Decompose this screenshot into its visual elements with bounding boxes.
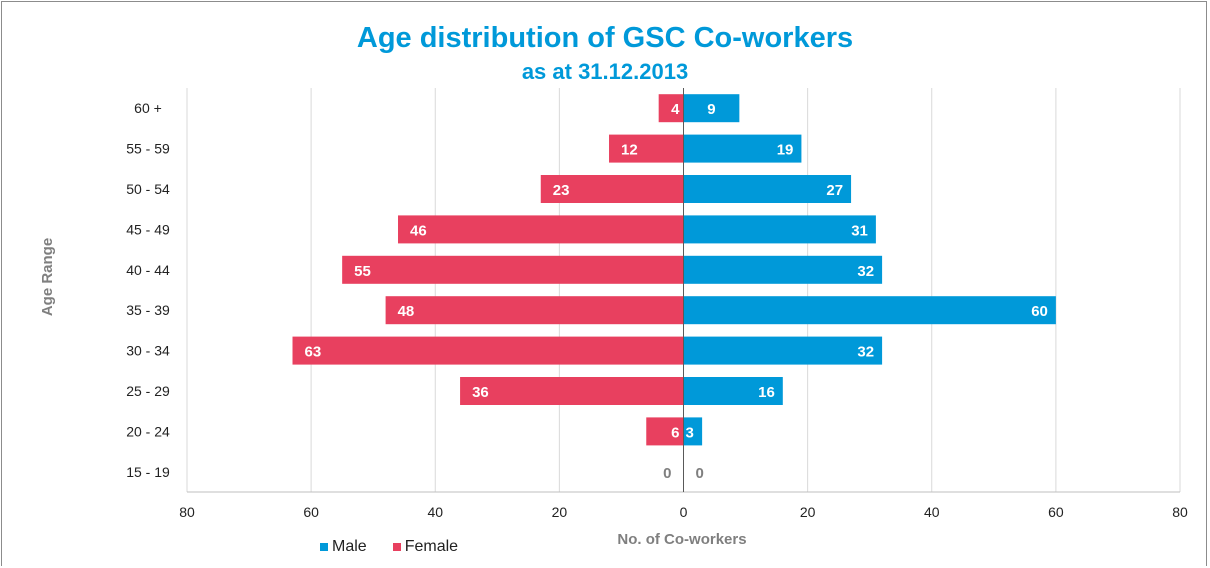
legend-label-male: Male — [332, 538, 367, 555]
x-tick-label: 80 — [179, 504, 195, 520]
x-tick-label: 0 — [680, 504, 688, 520]
bar-male — [683, 215, 876, 244]
y-tick-label: 20 - 24 — [126, 423, 170, 439]
y-tick-label: 15 - 19 — [126, 464, 170, 480]
data-label-female: 36 — [472, 384, 489, 401]
bar-male — [683, 417, 703, 446]
x-tick-label: 20 — [552, 504, 568, 520]
data-label-female: 6 — [671, 424, 679, 441]
x-tick-label: 60 — [303, 504, 319, 520]
data-label-female: 46 — [410, 222, 427, 239]
data-label-male: 9 — [707, 101, 715, 118]
bar-female — [609, 134, 684, 163]
bar-female — [658, 94, 684, 123]
data-label-female: 0 — [663, 465, 671, 482]
x-tick-label: 80 — [1172, 504, 1188, 520]
chart-subtitle: as at 31.12.2013 — [521, 59, 689, 84]
bar-female — [540, 175, 684, 203]
legend-item-male: Male — [320, 538, 367, 556]
chart-title: Age distribution of GSC Co-workers — [356, 22, 854, 54]
y-tick-label: 40 - 44 — [126, 262, 170, 278]
data-label-male: 32 — [857, 344, 874, 361]
bar-male — [683, 94, 740, 123]
legend-label-female: Female — [404, 538, 459, 555]
data-label-male: 3 — [686, 424, 694, 441]
x-tick-label: 20 — [800, 504, 816, 520]
data-label-female: 48 — [398, 303, 415, 320]
data-label-female: 12 — [621, 142, 638, 159]
y-tick-label: 55 - 59 — [126, 141, 170, 157]
data-label-male: 31 — [851, 222, 868, 239]
data-label-male: 0 — [696, 465, 704, 482]
data-label-male: 32 — [857, 263, 874, 280]
bar-female — [460, 377, 684, 405]
bar-female — [385, 296, 684, 325]
x-tick-label: 60 — [1048, 504, 1064, 520]
legend-item-female: Female — [392, 538, 459, 556]
data-label-female: 4 — [671, 101, 680, 118]
bar-female — [292, 336, 684, 365]
legend-swatch-female — [392, 543, 401, 551]
bar-male — [683, 296, 1056, 325]
bar-female — [342, 255, 684, 284]
bar-male — [683, 336, 883, 365]
bar-male — [683, 134, 802, 163]
chart-legend: Male Female — [320, 538, 484, 556]
bar-female — [646, 417, 684, 446]
x-axis-title: No. of Co-workers — [617, 531, 746, 548]
data-label-male: 27 — [826, 182, 843, 199]
y-tick-label: 30 - 34 — [126, 343, 170, 359]
bar-male — [683, 175, 852, 203]
data-label-male: 60 — [1031, 303, 1048, 320]
y-tick-label: 35 - 39 — [126, 302, 170, 318]
x-tick-label: 40 — [924, 504, 940, 520]
data-label-female: 23 — [553, 182, 570, 199]
data-label-female: 63 — [305, 344, 322, 361]
y-axis-title: Age Range — [39, 238, 56, 316]
y-tick-label: 50 - 54 — [126, 181, 170, 197]
legend-swatch-male — [320, 543, 328, 551]
x-tick-label: 40 — [427, 504, 443, 520]
data-label-male: 16 — [758, 384, 775, 401]
y-tick-label: 25 - 29 — [126, 383, 170, 399]
bar-female — [398, 215, 684, 244]
y-tick-label: 60 + — [134, 100, 162, 116]
data-label-male: 19 — [777, 142, 794, 159]
bar-male — [683, 255, 883, 284]
bar-male — [683, 377, 783, 405]
data-label-female: 55 — [354, 263, 371, 280]
y-tick-label: 45 - 49 — [126, 221, 170, 237]
